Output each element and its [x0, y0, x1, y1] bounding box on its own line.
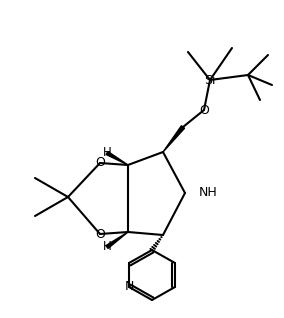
Text: H: H: [103, 240, 111, 253]
Text: H: H: [103, 147, 111, 160]
Polygon shape: [106, 232, 128, 248]
Polygon shape: [106, 151, 128, 165]
Text: Si: Si: [204, 73, 216, 86]
Text: O: O: [95, 156, 105, 169]
Text: O: O: [95, 227, 105, 240]
Text: N: N: [124, 280, 134, 294]
Polygon shape: [163, 126, 185, 152]
Text: O: O: [199, 103, 209, 116]
Text: NH: NH: [199, 186, 218, 199]
